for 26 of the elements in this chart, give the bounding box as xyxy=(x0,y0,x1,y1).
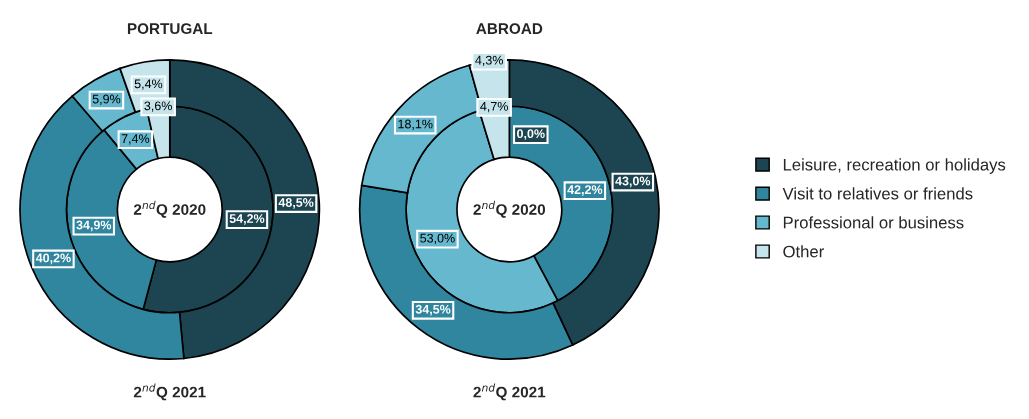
slice-label: 2$^{nd}$Q 2021 xyxy=(473,383,546,401)
legend-label: Visit to relatives or friends xyxy=(782,187,973,200)
data-label: 53,0% xyxy=(420,233,455,245)
slice-label: 2$^{nd}$Q 2020 xyxy=(473,200,546,218)
data-label: 5,9% xyxy=(92,94,121,105)
slice-label: 2$^{nd}$Q 2021 xyxy=(133,383,206,401)
data-label: 5,4% xyxy=(134,79,163,90)
data-label: 3,6% xyxy=(144,101,172,112)
data-label: 34,9% xyxy=(76,220,112,232)
text: 0,0% xyxy=(517,129,545,140)
data-label: 54,2% xyxy=(229,214,265,225)
data-label: 43,0% xyxy=(615,176,651,188)
data-label: 40,2% xyxy=(35,253,71,265)
data-label: 4,3% xyxy=(475,55,503,67)
data-label: 42,2% xyxy=(567,185,603,196)
data-label: 34,5% xyxy=(415,304,451,316)
data-label: 4,7% xyxy=(480,101,508,113)
legend-label: Other xyxy=(783,245,824,258)
chart-title: PORTUGAL xyxy=(127,23,213,35)
legend-label: Professional or business xyxy=(783,216,964,229)
legend-label: 2$^{nd}$Q 2020 xyxy=(133,200,206,218)
data-label: 18,1% xyxy=(398,119,433,130)
chart-title: ABROAD xyxy=(476,23,543,35)
data-label: 48,5% xyxy=(278,198,314,209)
legend-label: Leisure, recreation or holidays xyxy=(783,158,1006,174)
data-label: 7,4% xyxy=(121,134,150,145)
